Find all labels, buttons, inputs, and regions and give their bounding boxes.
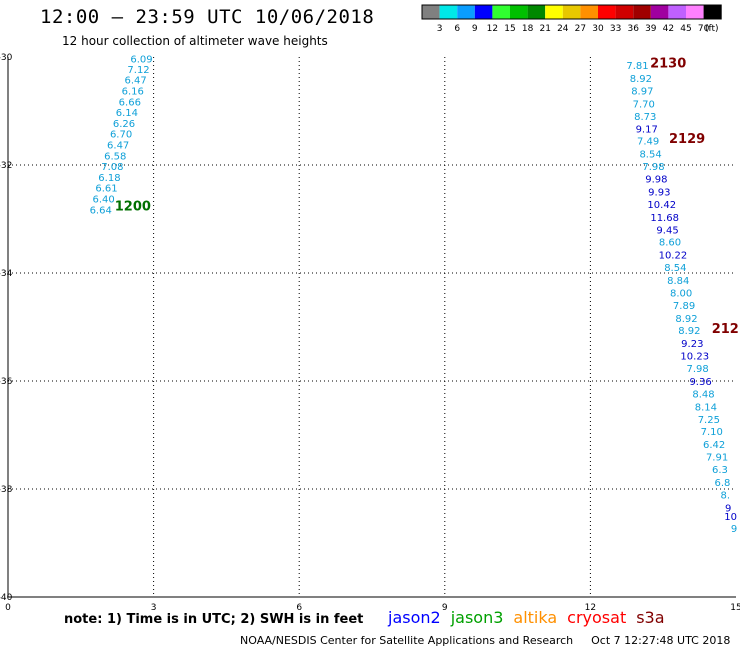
satellite-legend: jason2 jason3 altika cryosat s3a — [388, 608, 675, 627]
y-tick-label: -30 — [0, 53, 13, 63]
x-tick-label: 6 — [296, 603, 302, 613]
wave-height-point: 10.22 — [659, 251, 688, 262]
y-tick-label: -32 — [0, 161, 12, 171]
legend-altika: altika — [513, 608, 558, 627]
x-tick-label: 12 — [585, 603, 596, 613]
wave-height-point: 7.98 — [687, 364, 709, 375]
chart-subtitle: 12 hour collection of altimeter wave hei… — [62, 34, 328, 48]
wave-height-point: 8.92 — [675, 314, 697, 325]
generated-timestamp: Oct 7 12:27:48 UTC 2018 — [591, 634, 731, 647]
wave-height-point: 9 — [731, 524, 737, 535]
wave-height-point: 6.47 — [107, 140, 129, 151]
x-tick-label: 3 — [151, 603, 157, 613]
wave-height-point: 8.54 — [639, 150, 661, 161]
wave-height-point: 7.08 — [101, 162, 123, 173]
y-tick-label: -36 — [0, 377, 13, 387]
track-time-label: 1200 — [115, 200, 151, 215]
wave-height-point: 6.42 — [703, 440, 725, 451]
legend-cryosat: cryosat — [567, 608, 627, 627]
wave-height-point: 7.70 — [633, 99, 655, 110]
wave-height-point: 6.26 — [113, 119, 135, 130]
wave-height-point: 10 — [724, 512, 737, 523]
wave-height-point: 7.89 — [673, 301, 695, 312]
wave-height-point: 6.8 — [714, 478, 730, 489]
legend-jason2: jason2 — [388, 608, 441, 627]
wave-height-point: 6.09 — [130, 55, 152, 66]
wave-height-point: 9 — [725, 503, 731, 514]
wave-height-point: 8.84 — [667, 276, 689, 287]
credit-text: NOAA/NESDIS Center for Satellite Applica… — [240, 634, 574, 647]
wave-height-point: 9.45 — [656, 225, 678, 236]
y-tick-label: -38 — [0, 485, 13, 495]
legend-jason3: jason3 — [450, 608, 504, 627]
credit-line: NOAA/NESDIS Center for Satellite Applica… — [240, 634, 730, 647]
wave-height-point: 6.16 — [122, 86, 144, 97]
wave-height-point: 7.91 — [706, 453, 728, 464]
wave-height-point: 10.42 — [647, 200, 676, 211]
y-tick-label: -40 — [0, 593, 13, 603]
wave-height-point: 7.10 — [701, 427, 723, 438]
wave-height-point: 8.00 — [670, 288, 692, 299]
legend-s3a: s3a — [636, 608, 665, 627]
wave-height-point: 7.25 — [698, 415, 720, 426]
wave-height-point: 6.40 — [92, 194, 114, 205]
wave-height-point: 6.47 — [125, 76, 147, 87]
wave-height-point: 8.14 — [695, 402, 717, 413]
wave-height-point: 6.61 — [95, 184, 117, 195]
y-tick-label: -34 — [0, 269, 13, 279]
wave-height-point: 8.92 — [678, 326, 700, 337]
wave-height-point: 8. — [721, 490, 731, 501]
track-time-label: 212 — [712, 322, 739, 337]
track-time-label: 2130 — [650, 56, 686, 71]
wave-height-point: 9.93 — [648, 187, 670, 198]
wave-height-point: 6.3 — [712, 465, 728, 476]
wave-height-point: 7.49 — [637, 137, 659, 148]
wave-height-point: 8.73 — [634, 112, 656, 123]
wave-height-point: 6.18 — [98, 173, 120, 184]
wave-height-point: 6.64 — [90, 205, 112, 216]
wave-height-point: 9.23 — [681, 339, 703, 350]
wave-height-point: 8.48 — [692, 389, 714, 400]
wave-height-point: 7.98 — [642, 162, 664, 173]
footer-note: note: 1) Time is in UTC; 2) SWH is in fe… — [64, 612, 364, 627]
wave-height-point: 6.66 — [119, 97, 141, 108]
wave-height-point: 7.12 — [127, 65, 149, 76]
wave-height-point: 6.14 — [116, 108, 138, 119]
wave-height-point: 8.97 — [631, 86, 653, 97]
wave-height-point: 8.60 — [659, 238, 681, 249]
wave-height-point: 6.70 — [110, 130, 132, 141]
wave-height-point: 6.58 — [104, 151, 126, 162]
wave-height-point: 9.36 — [689, 377, 711, 388]
x-tick-label: 0 — [5, 603, 11, 613]
chart-title: 12:00 — 23:59 UTC 10/06/2018 — [40, 6, 375, 28]
wave-height-point: 11.68 — [650, 213, 679, 224]
x-tick-label: 15 — [730, 603, 740, 613]
wave-height-point: 9.98 — [645, 175, 667, 186]
wave-height-point: 8.54 — [664, 263, 686, 274]
wave-height-point: 10.23 — [680, 352, 709, 363]
x-tick-label: 9 — [442, 603, 448, 613]
wave-height-point: 7.81 — [626, 61, 648, 72]
wave-height-point: 9.17 — [636, 124, 658, 135]
track-time-label: 2129 — [669, 132, 705, 147]
wave-height-point: 8.92 — [630, 74, 652, 85]
